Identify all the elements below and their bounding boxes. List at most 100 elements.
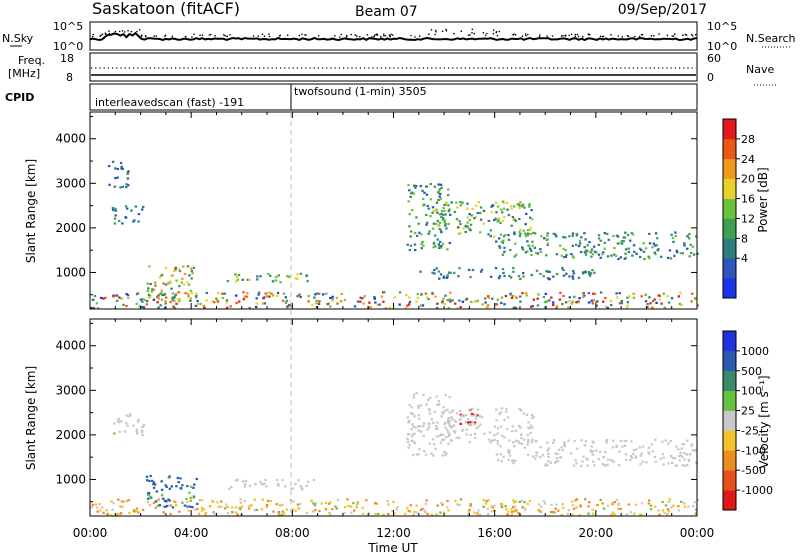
- echo-cell: [192, 496, 195, 499]
- echo-cell: [582, 292, 585, 295]
- echo-cell: [677, 295, 680, 298]
- echo-cell: [410, 209, 414, 212]
- echo-cell: [523, 507, 526, 510]
- echo-cell: [194, 296, 198, 299]
- echo-cell: [602, 251, 605, 254]
- echo-cell: [325, 292, 328, 295]
- echo-cell: [552, 303, 555, 306]
- echo-cell: [446, 274, 449, 277]
- echo-cell: [512, 306, 516, 309]
- echo-cell: [439, 183, 443, 186]
- echo-cell: [173, 299, 176, 302]
- echo-cell: [522, 229, 525, 232]
- noise-search-point: [672, 35, 675, 37]
- echo-cell: [554, 233, 557, 236]
- echo-cell: [653, 455, 657, 459]
- echo-cell: [648, 257, 651, 260]
- echo-cell: [235, 511, 238, 514]
- echo-cell: [180, 281, 183, 284]
- echo-cell: [294, 482, 297, 485]
- echo-cell: [448, 424, 451, 427]
- echo-cell: [236, 278, 239, 281]
- echo-cell: [503, 250, 506, 253]
- echo-cell: [471, 413, 475, 416]
- echo-cell: [467, 268, 471, 271]
- echo-cell: [638, 446, 642, 449]
- echo-cell: [597, 234, 601, 237]
- noise-search-point: [527, 33, 529, 36]
- echo-cell: [493, 219, 496, 222]
- echo-cell: [552, 275, 555, 278]
- echo-cell: [559, 291, 562, 294]
- echo-cell: [589, 450, 593, 453]
- echo-cell: [193, 483, 196, 486]
- echo-cell: [597, 243, 601, 246]
- nave-label: Nave: [746, 63, 774, 76]
- echo-cell: [591, 450, 595, 453]
- echo-cell: [111, 160, 115, 163]
- echo-cell: [435, 427, 438, 430]
- echo-cell: [431, 271, 434, 274]
- echo-cell: [648, 242, 652, 245]
- echo-cell: [160, 273, 164, 277]
- echo-cell: [468, 218, 472, 222]
- colorbar-tick-label: 28: [741, 133, 755, 146]
- echo-cell: [426, 204, 429, 207]
- echo-cell: [606, 255, 610, 258]
- echo-cell: [224, 506, 228, 509]
- echo-cell: [455, 436, 458, 439]
- echo-cell: [356, 503, 359, 506]
- velocity-panel-frame: [89, 318, 698, 517]
- echo-cell: [554, 461, 557, 464]
- echo-cell: [225, 299, 229, 302]
- echo-cell: [666, 295, 669, 298]
- echo-cell: [416, 293, 419, 296]
- echo-cell: [468, 408, 471, 411]
- echo-cell: [155, 490, 159, 493]
- echo-cell: [120, 420, 123, 423]
- echo-cell: [599, 498, 602, 501]
- echo-cell: [116, 513, 119, 516]
- echo-cell: [666, 508, 669, 511]
- echo-cell: [415, 234, 419, 237]
- echo-cell: [534, 457, 537, 460]
- echo-cell: [168, 475, 171, 478]
- echo-cell: [690, 251, 693, 255]
- echo-cell: [565, 272, 568, 275]
- noise-search-point: [301, 33, 303, 36]
- echo-cell: [439, 229, 443, 232]
- echo-cell: [466, 216, 469, 219]
- echo-cell: [453, 419, 456, 422]
- echo-cell: [527, 421, 530, 424]
- echo-cell: [231, 506, 234, 509]
- echo-cell: [116, 512, 119, 515]
- echo-cell: [505, 407, 508, 410]
- echo-cell: [461, 300, 465, 303]
- echo-cell: [436, 403, 439, 406]
- echo-cell: [382, 300, 385, 303]
- echo-cell: [275, 503, 278, 506]
- echo-cell: [521, 246, 524, 249]
- echo-cell: [651, 246, 654, 249]
- echo-cell: [645, 461, 648, 464]
- echo-cell: [329, 305, 332, 308]
- echo-cell: [521, 292, 524, 295]
- echo-cell: [329, 296, 332, 300]
- echo-cell: [272, 294, 275, 297]
- echo-cell: [428, 442, 431, 445]
- echo-cell: [513, 501, 516, 504]
- echo-cell: [613, 501, 616, 504]
- noise-search-point: [634, 35, 636, 38]
- echo-cell: [174, 294, 177, 297]
- echo-cell: [405, 293, 408, 297]
- echo-cell: [629, 459, 632, 462]
- echo-cell: [546, 232, 549, 235]
- noise-search-point: [223, 34, 225, 36]
- echo-cell: [414, 249, 417, 252]
- noise-search-point: [356, 35, 358, 37]
- echo-cell: [427, 426, 431, 429]
- echo-cell: [584, 498, 587, 501]
- echo-cell: [541, 454, 544, 457]
- echo-cell: [178, 285, 181, 288]
- echo-cell: [328, 512, 331, 515]
